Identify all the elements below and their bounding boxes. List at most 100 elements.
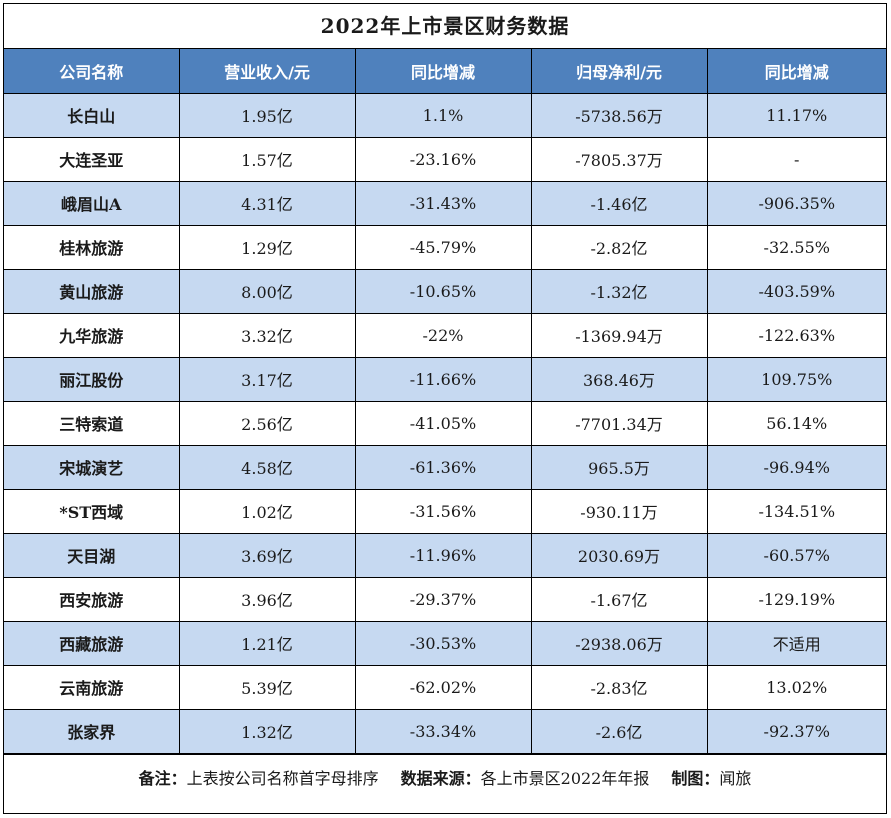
- net-profit-yoy-cell: -92.37%: [706, 708, 886, 754]
- author-label: 制图：: [671, 768, 720, 788]
- company-name-cell: 云南旅游: [4, 664, 180, 710]
- table-row: 天目湖 3.69亿 -11.96% 2030.69万 -60.57%: [4, 532, 886, 578]
- table-footer: 备注：上表按公司名称首字母排序 数据来源：各上市景区2022年年报 制图：闻旅: [4, 753, 886, 803]
- revenue-yoy-cell: -62.02%: [354, 664, 532, 710]
- net-profit-cell: 368.46万: [530, 356, 708, 402]
- company-name-cell: 九华旅游: [4, 312, 180, 358]
- revenue-cell: 1.02亿: [178, 488, 356, 534]
- net-profit-yoy-cell: -60.57%: [706, 532, 886, 578]
- company-name-cell: 长白山: [4, 92, 180, 138]
- table-row: 长白山 1.95亿 1.1% -5738.56万 11.17%: [4, 92, 886, 138]
- revenue-cell: 3.96亿: [178, 576, 356, 622]
- revenue-cell: 4.31亿: [178, 180, 356, 226]
- revenue-cell: 1.57亿: [178, 136, 356, 182]
- net-profit-cell: -2.83亿: [530, 664, 708, 710]
- table-row: *ST西域 1.02亿 -31.56% -930.11万 -134.51%: [4, 488, 886, 534]
- header-company-name: 公司名称: [4, 49, 180, 94]
- net-profit-cell: -1.46亿: [530, 180, 708, 226]
- note-label: 备注：: [138, 768, 187, 788]
- note-text: 上表按公司名称首字母排序: [186, 768, 379, 788]
- net-profit-cell: 965.5万: [530, 444, 708, 490]
- table-row: 西藏旅游 1.21亿 -30.53% -2938.06万 不适用: [4, 620, 886, 666]
- net-profit-cell: -7805.37万: [530, 136, 708, 182]
- net-profit-cell: -5738.56万: [530, 92, 708, 138]
- author-text: 闻旅: [719, 768, 752, 788]
- net-profit-cell: -2.82亿: [530, 224, 708, 270]
- revenue-cell: 8.00亿: [178, 268, 356, 314]
- table-title: 2022年上市景区财务数据: [4, 4, 886, 49]
- revenue-cell: 3.32亿: [178, 312, 356, 358]
- net-profit-yoy-cell: 56.14%: [706, 400, 886, 446]
- company-name-cell: 天目湖: [4, 532, 180, 578]
- revenue-yoy-cell: -11.66%: [354, 356, 532, 402]
- revenue-yoy-cell: -29.37%: [354, 576, 532, 622]
- company-name-cell: 张家界: [4, 708, 180, 754]
- revenue-cell: 1.95亿: [178, 92, 356, 138]
- net-profit-yoy-cell: -32.55%: [706, 224, 886, 270]
- net-profit-yoy-cell: 11.17%: [706, 92, 886, 138]
- revenue-cell: 3.69亿: [178, 532, 356, 578]
- revenue-yoy-cell: -22%: [354, 312, 532, 358]
- revenue-yoy-cell: -45.79%: [354, 224, 532, 270]
- table-row: 宋城演艺 4.58亿 -61.36% 965.5万 -96.94%: [4, 444, 886, 490]
- net-profit-cell: -2938.06万: [530, 620, 708, 666]
- company-name-cell: 西安旅游: [4, 576, 180, 622]
- revenue-cell: 3.17亿: [178, 356, 356, 402]
- revenue-yoy-cell: -31.56%: [354, 488, 532, 534]
- net-profit-yoy-cell: -134.51%: [706, 488, 886, 534]
- table-row: 峨眉山A 4.31亿 -31.43% -1.46亿 -906.35%: [4, 180, 886, 226]
- revenue-yoy-cell: -23.16%: [354, 136, 532, 182]
- revenue-yoy-cell: -31.43%: [354, 180, 532, 226]
- table-row: 九华旅游 3.32亿 -22% -1369.94万 -122.63%: [4, 312, 886, 358]
- revenue-cell: 4.58亿: [178, 444, 356, 490]
- source-text: 各上市景区2022年年报: [480, 768, 650, 788]
- revenue-cell: 1.21亿: [178, 620, 356, 666]
- net-profit-yoy-cell: -906.35%: [706, 180, 886, 226]
- company-name-cell: 桂林旅游: [4, 224, 180, 270]
- table-row: 西安旅游 3.96亿 -29.37% -1.67亿 -129.19%: [4, 576, 886, 622]
- header-net-profit-yoy: 同比增减: [706, 49, 886, 94]
- net-profit-cell: -1369.94万: [530, 312, 708, 358]
- revenue-yoy-cell: -11.96%: [354, 532, 532, 578]
- net-profit-yoy-cell: -122.63%: [706, 312, 886, 358]
- revenue-yoy-cell: -41.05%: [354, 400, 532, 446]
- net-profit-yoy-cell: -: [706, 136, 886, 182]
- table-row: 大连圣亚 1.57亿 -23.16% -7805.37万 -: [4, 136, 886, 182]
- table-row: 张家界 1.32亿 -33.34% -2.6亿 -92.37%: [4, 708, 886, 754]
- revenue-cell: 1.32亿: [178, 708, 356, 754]
- revenue-yoy-cell: -33.34%: [354, 708, 532, 754]
- header-revenue: 营业收入/元: [178, 49, 356, 94]
- net-profit-yoy-cell: -129.19%: [706, 576, 886, 622]
- revenue-cell: 2.56亿: [178, 400, 356, 446]
- net-profit-cell: -2.6亿: [530, 708, 708, 754]
- table-row: 桂林旅游 1.29亿 -45.79% -2.82亿 -32.55%: [4, 224, 886, 270]
- net-profit-yoy-cell: -96.94%: [706, 444, 886, 490]
- revenue-cell: 5.39亿: [178, 664, 356, 710]
- net-profit-cell: -930.11万: [530, 488, 708, 534]
- company-name-cell: 丽江股份: [4, 356, 180, 402]
- finance-table: 公司名称 营业收入/元 同比增减 归母净利/元 同比增减 长白山 1.95亿 1.1…: [4, 49, 886, 754]
- company-name-cell: 三特索道: [4, 400, 180, 446]
- source-label: 数据来源：: [400, 768, 481, 788]
- net-profit-cell: 2030.69万: [530, 532, 708, 578]
- table-row: 黄山旅游 8.00亿 -10.65% -1.32亿 -403.59%: [4, 268, 886, 314]
- revenue-yoy-cell: 1.1%: [354, 92, 532, 138]
- net-profit-yoy-cell: 109.75%: [706, 356, 886, 402]
- header-revenue-yoy: 同比增减: [354, 49, 532, 94]
- company-name-cell: 峨眉山A: [4, 180, 180, 226]
- table-row: 丽江股份 3.17亿 -11.66% 368.46万 109.75%: [4, 356, 886, 402]
- revenue-yoy-cell: -10.65%: [354, 268, 532, 314]
- net-profit-cell: -7701.34万: [530, 400, 708, 446]
- net-profit-yoy-cell: 不适用: [706, 620, 886, 666]
- net-profit-yoy-cell: -403.59%: [706, 268, 886, 314]
- company-name-cell: 宋城演艺: [4, 444, 180, 490]
- company-name-cell: 黄山旅游: [4, 268, 180, 314]
- table-body: 长白山 1.95亿 1.1% -5738.56万 11.17% 大连圣亚 1.57亿 -23.…: [4, 92, 886, 754]
- net-profit-cell: -1.32亿: [530, 268, 708, 314]
- net-profit-yoy-cell: 13.02%: [706, 664, 886, 710]
- net-profit-cell: -1.67亿: [530, 576, 708, 622]
- table-row: 三特索道 2.56亿 -41.05% -7701.34万 56.14%: [4, 400, 886, 446]
- finance-table-sheet: 2022年上市景区财务数据 公司名称 营业收入/元 同比增减 归母净利/元 同比…: [3, 3, 887, 814]
- company-name-cell: 西藏旅游: [4, 620, 180, 666]
- revenue-yoy-cell: -61.36%: [354, 444, 532, 490]
